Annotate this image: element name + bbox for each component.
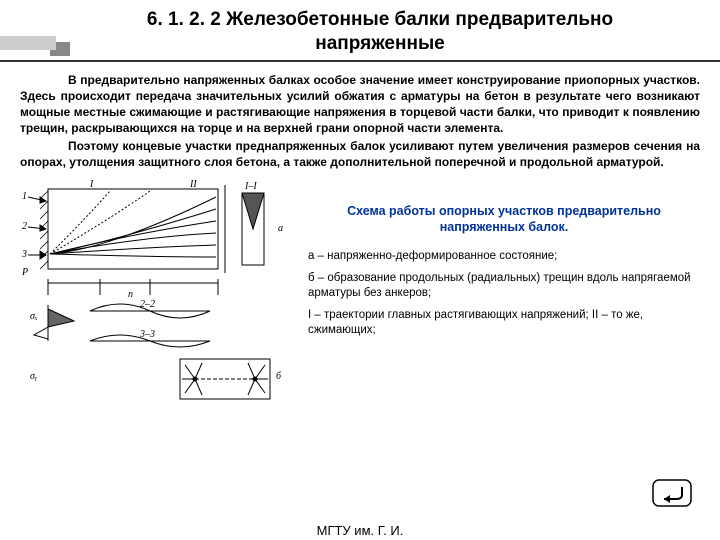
- title-decoration: [0, 0, 70, 62]
- legend-item-b: б – образование продольных (радиальных) …: [308, 271, 700, 302]
- back-icon[interactable]: [652, 479, 692, 512]
- lbl-a: a: [278, 223, 283, 234]
- paragraph-1: В предварительно напряженных балках особ…: [20, 72, 700, 137]
- lbl-3: 3: [21, 249, 27, 260]
- body: В предварительно напряженных балках особ…: [0, 62, 720, 419]
- lbl-II: II: [189, 179, 197, 190]
- page-title: 6. 1. 2. 2 Железобетонные балки предвари…: [80, 8, 680, 56]
- legend-item-I: I – траектории главных растягивающих нап…: [308, 308, 700, 339]
- footer-text: МГТУ им. Г. И.: [0, 523, 720, 538]
- lbl-1: 1: [22, 191, 27, 202]
- lbl-22: 2–2: [140, 299, 155, 310]
- lbl-I: I: [89, 179, 94, 190]
- paragraph-1-text: В предварительно напряженных балках особ…: [20, 73, 700, 136]
- title-block: 6. 1. 2. 2 Железобетонные балки предвари…: [0, 0, 720, 62]
- diagram-column: I II I–I 1 2 3 P n a б σₓ σᵧ 2–2 3–3: [20, 179, 300, 419]
- title-underline: [0, 60, 720, 62]
- paragraph-2: Поэтому концевые участки преднапряженных…: [20, 138, 700, 170]
- lbl-sigx: σₓ: [30, 311, 38, 322]
- legend-item-a: а – напряженно-деформированное состояние…: [308, 249, 700, 265]
- beam-diagram: I II I–I 1 2 3 P n a б σₓ σᵧ 2–2 3–3: [20, 179, 300, 419]
- content-row: I II I–I 1 2 3 P n a б σₓ σᵧ 2–2 3–3: [20, 179, 700, 419]
- lbl-P: P: [21, 267, 28, 278]
- lbl-n: n: [128, 289, 133, 300]
- paragraph-2-text: Поэтому концевые участки преднапряженных…: [20, 139, 700, 169]
- lbl-33: 3–3: [139, 329, 155, 340]
- lbl-sec: I–I: [244, 181, 257, 192]
- lbl-sigy: σᵧ: [30, 371, 38, 382]
- lbl-2: 2: [22, 221, 27, 232]
- lbl-b: б: [276, 371, 282, 382]
- legend-title: Схема работы опорных участков предварите…: [308, 203, 700, 236]
- legend-column: Схема работы опорных участков предварите…: [308, 179, 700, 419]
